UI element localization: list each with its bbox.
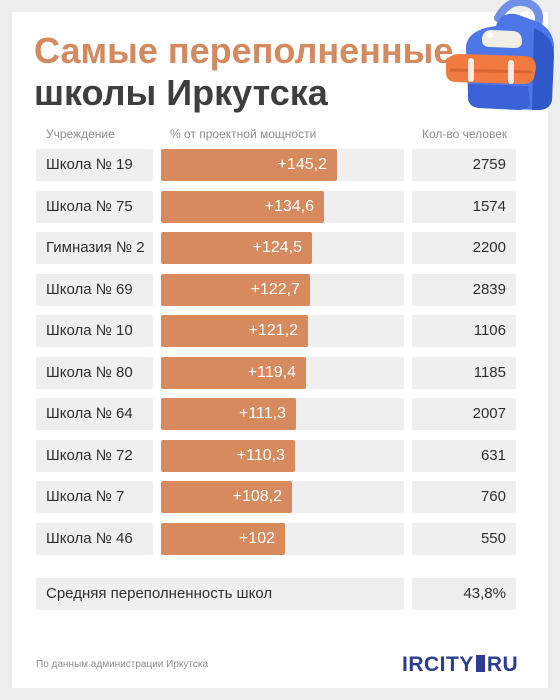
people-count-cell: 1106	[412, 315, 516, 347]
people-count-cell: 2200	[412, 232, 516, 264]
logo-separator	[475, 655, 485, 672]
column-header-count: Кол-во человек	[422, 127, 508, 141]
school-name: Гимназия № 2	[46, 239, 145, 256]
bar: +124,5	[161, 232, 312, 264]
bar: +102	[161, 523, 285, 555]
people-count-cell: 1185	[412, 357, 516, 389]
school-name-cell: Школа № 64	[36, 398, 153, 430]
people-count-cell: 2759	[412, 149, 516, 181]
bar-value-label: +102	[238, 530, 275, 547]
school-name: Школа № 80	[46, 364, 133, 381]
people-count-cell: 550	[412, 523, 516, 555]
people-count: 550	[480, 530, 506, 547]
bar: +108,2	[161, 481, 292, 513]
bar-value-label: +134,6	[264, 198, 314, 215]
ircity-logo: IRCITY RU	[402, 653, 518, 677]
people-count: 2200	[472, 239, 506, 256]
bar-value-label: +110,3	[236, 447, 285, 464]
school-name-cell: Школа № 19	[36, 149, 153, 181]
title-line-2: школы Иркутска	[34, 72, 328, 113]
source-note: По данным администрации Иркутска	[36, 659, 209, 670]
bar-track: +124,5	[161, 232, 404, 264]
table-row: Школа № 7 +108,2 760	[36, 481, 516, 513]
school-name: Школа № 10	[46, 322, 133, 339]
table-row: Школа № 46 +102 550	[36, 523, 516, 555]
bar-track: +102	[161, 523, 404, 555]
people-count: 1106	[473, 322, 506, 339]
people-count: 2839	[472, 281, 506, 298]
bar-value-label: +119,4	[247, 364, 296, 381]
people-count: 2007	[472, 405, 506, 422]
school-name-cell: Школа № 46	[36, 523, 153, 555]
bar-track: +121,2	[161, 315, 404, 347]
people-count-cell: 2007	[412, 398, 516, 430]
people-count: 2759	[472, 156, 506, 173]
table-row: Школа № 64 +111,3 2007	[36, 398, 516, 430]
people-count: 760	[480, 488, 506, 505]
school-name: Школа № 75	[46, 198, 133, 215]
bar: +111,3	[161, 398, 296, 430]
school-name-cell: Школа № 69	[36, 274, 153, 306]
people-count-cell: 2839	[412, 274, 516, 306]
bar-track: +134,6	[161, 191, 404, 223]
school-name-cell: Гимназия № 2	[36, 232, 153, 264]
summary-value-cell: 43,8%	[412, 578, 516, 610]
school-name: Школа № 64	[46, 405, 133, 422]
bar: +134,6	[161, 191, 324, 223]
people-count-cell: 1574	[412, 191, 516, 223]
table-row: Школа № 75 +134,6 1574	[36, 191, 516, 223]
school-name-cell: Школа № 72	[36, 440, 153, 472]
bar-track: +108,2	[161, 481, 404, 513]
table-row: Школа № 72 +110,3 631	[36, 440, 516, 472]
school-name: Школа № 7	[46, 488, 125, 505]
summary-label-cell: Средняя переполненность школ	[36, 578, 404, 610]
school-name: Школа № 19	[46, 156, 133, 173]
summary-label: Средняя переполненность школ	[46, 585, 273, 602]
school-name-cell: Школа № 80	[36, 357, 153, 389]
bar-value-label: +111,3	[238, 405, 286, 422]
people-count: 631	[480, 447, 506, 464]
table-row: Гимназия № 2 +124,5 2200	[36, 232, 516, 264]
bar: +110,3	[161, 440, 295, 472]
people-count-cell: 631	[412, 440, 516, 472]
table-row: Школа № 10 +121,2 1106	[36, 315, 516, 347]
logo-right-text: RU	[486, 653, 519, 676]
school-name-cell: Школа № 75	[36, 191, 153, 223]
school-name: Школа № 72	[46, 447, 133, 464]
bar-track: +111,3	[161, 398, 404, 430]
bar-value-label: +108,2	[232, 488, 282, 505]
bar-value-label: +121,2	[248, 322, 298, 339]
school-name: Школа № 46	[46, 530, 133, 547]
column-header-percent: % от проектной мощности	[170, 127, 317, 141]
summary-row: Средняя переполненность школ 43,8%	[36, 578, 516, 610]
bar-value-label: +124,5	[252, 239, 302, 256]
school-name-cell: Школа № 7	[36, 481, 153, 513]
table-row: Школа № 69 +122,7 2839	[36, 274, 516, 306]
people-count-cell: 760	[412, 481, 516, 513]
table-row: Школа № 19 +145,2 2759	[36, 149, 516, 181]
title-line-1: Самые переполненные	[34, 30, 454, 71]
bar: +121,2	[161, 315, 308, 347]
table-row: Школа № 80 +119,4 1185	[36, 357, 516, 389]
school-name: Школа № 69	[46, 281, 133, 298]
people-count: 1185	[473, 364, 506, 381]
bar-track: +122,7	[161, 274, 404, 306]
column-header-name: Учреждение	[46, 127, 115, 141]
people-count: 1574	[472, 198, 506, 215]
bar: +145,2	[161, 149, 337, 181]
school-name-cell: Школа № 10	[36, 315, 153, 347]
infographic-card	[12, 12, 548, 688]
bar: +122,7	[161, 274, 310, 306]
bar-track: +110,3	[161, 440, 404, 472]
bar-track: +119,4	[161, 357, 404, 389]
bar-value-label: +145,2	[277, 156, 327, 173]
backpack-icon	[446, 0, 554, 110]
summary-value: 43,8%	[463, 585, 506, 602]
bar-value-label: +122,7	[250, 281, 300, 298]
page-title: Самые переполненные школы Иркутска	[34, 30, 453, 114]
bar: +119,4	[161, 357, 306, 389]
logo-left-text: IRCITY	[402, 653, 474, 676]
bar-track: +145,2	[161, 149, 404, 181]
